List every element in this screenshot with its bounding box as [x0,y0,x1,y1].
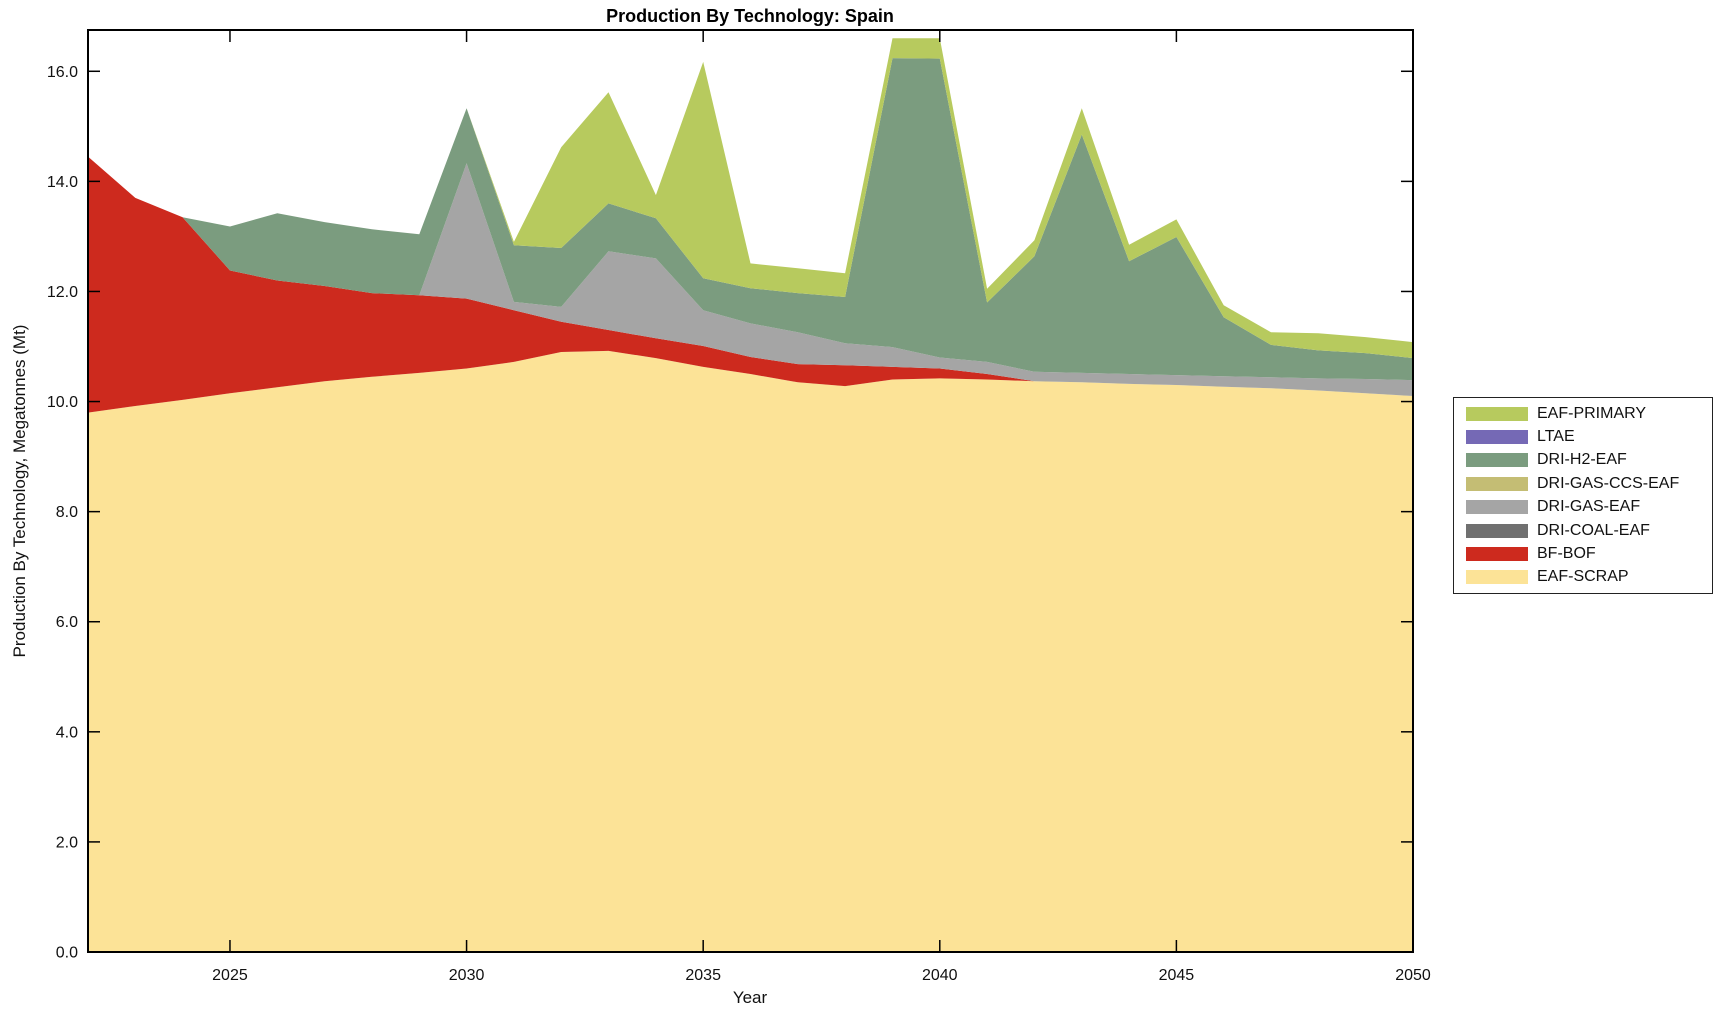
legend-swatch [1466,500,1528,515]
x-axis-label: Year [732,988,768,1007]
plot-frame [87,29,1414,953]
legend-label: DRI-GAS-CCS-EAF [1537,474,1680,492]
chart-title: Production By Technology: Spain [606,6,894,26]
x-tick-label: 2035 [685,967,721,984]
legend-swatch [1466,546,1528,561]
x-tick-label: 2025 [212,967,248,984]
legend-swatch [1466,453,1528,468]
legend-item: DRI-GAS-EAF [1466,496,1712,519]
legend-label: DRI-GAS-EAF [1537,498,1641,516]
tick-labels: 2025 2030 2035 2040 2045 2050 0.0 2.0 4.0 6.0 8.0 1… [47,64,1431,984]
legend-label: EAF-PRIMARY [1537,404,1647,422]
legend-label: DRI-COAL-EAF [1537,521,1650,539]
legend-label: LTAE [1537,428,1575,446]
legend-item: EAF-SCRAP [1466,566,1712,589]
legend-item: BF-BOF [1466,542,1712,565]
x-tick-label: 2040 [922,967,958,984]
legend-swatch [1466,406,1528,421]
y-tick-label: 2.0 [56,834,78,851]
legend-label: EAF-SCRAP [1537,568,1629,586]
stacked-areas [88,38,1413,952]
legend-swatch [1466,570,1528,585]
legend-item: DRI-H2-EAF [1466,449,1712,472]
y-tick-label: 16.0 [47,64,78,81]
y-tick-label: 0.0 [56,945,78,962]
legend-item: EAF-PRIMARY [1466,402,1712,425]
legend-item: LTAE [1466,425,1712,448]
legend: EAF-PRIMARY LTAE DRI-H2-EAF DRI-GAS-CCS-EAF… [1453,397,1713,594]
legend-swatch [1466,430,1528,445]
legend-item: DRI-COAL-EAF [1466,519,1712,542]
y-tick-label: 14.0 [47,174,78,191]
area-series-dri-gas-eaf [88,156,1413,396]
legend-swatch [1466,476,1528,491]
area-series-bf-bof [88,156,1413,413]
x-tick-label: 2045 [1159,967,1195,984]
x-tick-label: 2030 [449,967,485,984]
y-tick-label: 12.0 [47,284,78,301]
y-tick-label: 10.0 [47,394,78,411]
x-tick-label: 2050 [1395,967,1431,984]
y-tick-label: 4.0 [56,724,78,741]
area-series-eaf-scrap [88,350,1413,952]
legend-label: DRI-H2-EAF [1537,451,1627,469]
legend-label: BF-BOF [1537,544,1596,562]
y-tick-label: 6.0 [56,614,78,631]
area-series-eaf-primary [88,38,1413,359]
legend-item: DRI-GAS-CCS-EAF [1466,472,1712,495]
legend-swatch [1466,523,1528,538]
area-series-dri-h2-eaf [88,58,1413,381]
y-tick-label: 8.0 [56,504,78,521]
